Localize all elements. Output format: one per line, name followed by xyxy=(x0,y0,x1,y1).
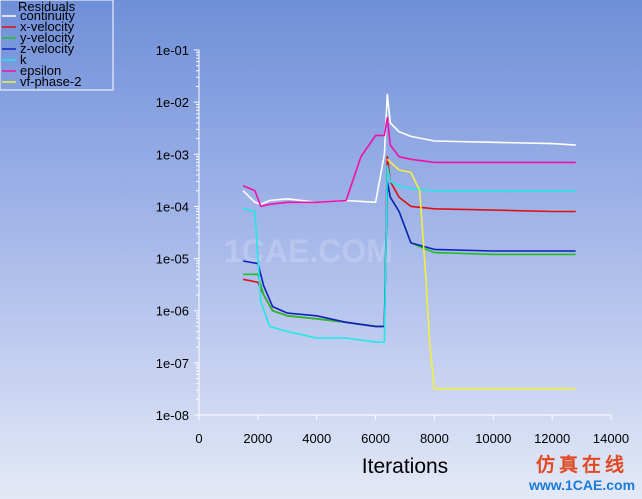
x-tick-label: 14000 xyxy=(593,431,629,446)
legend-entry-x-velocity: x-velocity xyxy=(20,19,75,34)
x-tick-label: 12000 xyxy=(534,431,570,446)
site-badge: 仿真在线 www.1CAE.com xyxy=(526,455,638,497)
plot-area xyxy=(242,93,576,390)
x-tick-label: 6000 xyxy=(361,431,390,446)
x-axis-title: Iterations xyxy=(362,455,448,478)
y-tick-label: 1e-08 xyxy=(156,408,189,423)
legend-entry-epsilon: epsilon xyxy=(20,63,61,78)
legend-entry-y-velocity: y-velocity xyxy=(20,30,75,45)
badge-line2: www.1CAE.com xyxy=(528,477,636,493)
legend-entry-continuity: continuity xyxy=(20,8,75,23)
x-tick-label: 8000 xyxy=(420,431,449,446)
y-tick-label: 1e-01 xyxy=(156,43,189,58)
series-line-continuity xyxy=(242,93,576,206)
legend: Residuals continuityx-velocityy-velocity… xyxy=(0,0,114,91)
series-line-vf-phase-2 xyxy=(386,158,576,390)
y-tick-label: 1e-06 xyxy=(156,304,189,319)
x-tick-label: 4000 xyxy=(302,431,331,446)
y-tick-label: 1e-03 xyxy=(156,147,189,162)
badge-line1: 仿真在线 xyxy=(535,455,628,476)
legend-entry-k: k xyxy=(20,52,27,67)
series-line-k xyxy=(242,165,576,343)
series-line-epsilon xyxy=(242,117,576,208)
axes: 1e-08 1e-07 1e-06 1e-05 1e-04 1e-03 1e-02 1e-01… xyxy=(156,43,629,446)
watermark-text: 1CAE.COM xyxy=(224,233,393,269)
legend-entry-z-velocity: z-velocity xyxy=(20,41,75,56)
x-tick-label: 2000 xyxy=(243,431,272,446)
x-tick-label: 0 xyxy=(195,431,202,446)
y-tick-label: 1e-07 xyxy=(156,356,189,371)
legend-entry-vf-phase-2: vf-phase-2 xyxy=(20,74,81,89)
y-tick-label: 1e-02 xyxy=(156,95,189,110)
x-tick-label: 10000 xyxy=(475,431,511,446)
y-tick-label: 1e-05 xyxy=(156,252,189,267)
legend-title: Residuals xyxy=(18,0,76,14)
y-tick-label: 1e-04 xyxy=(156,199,189,214)
